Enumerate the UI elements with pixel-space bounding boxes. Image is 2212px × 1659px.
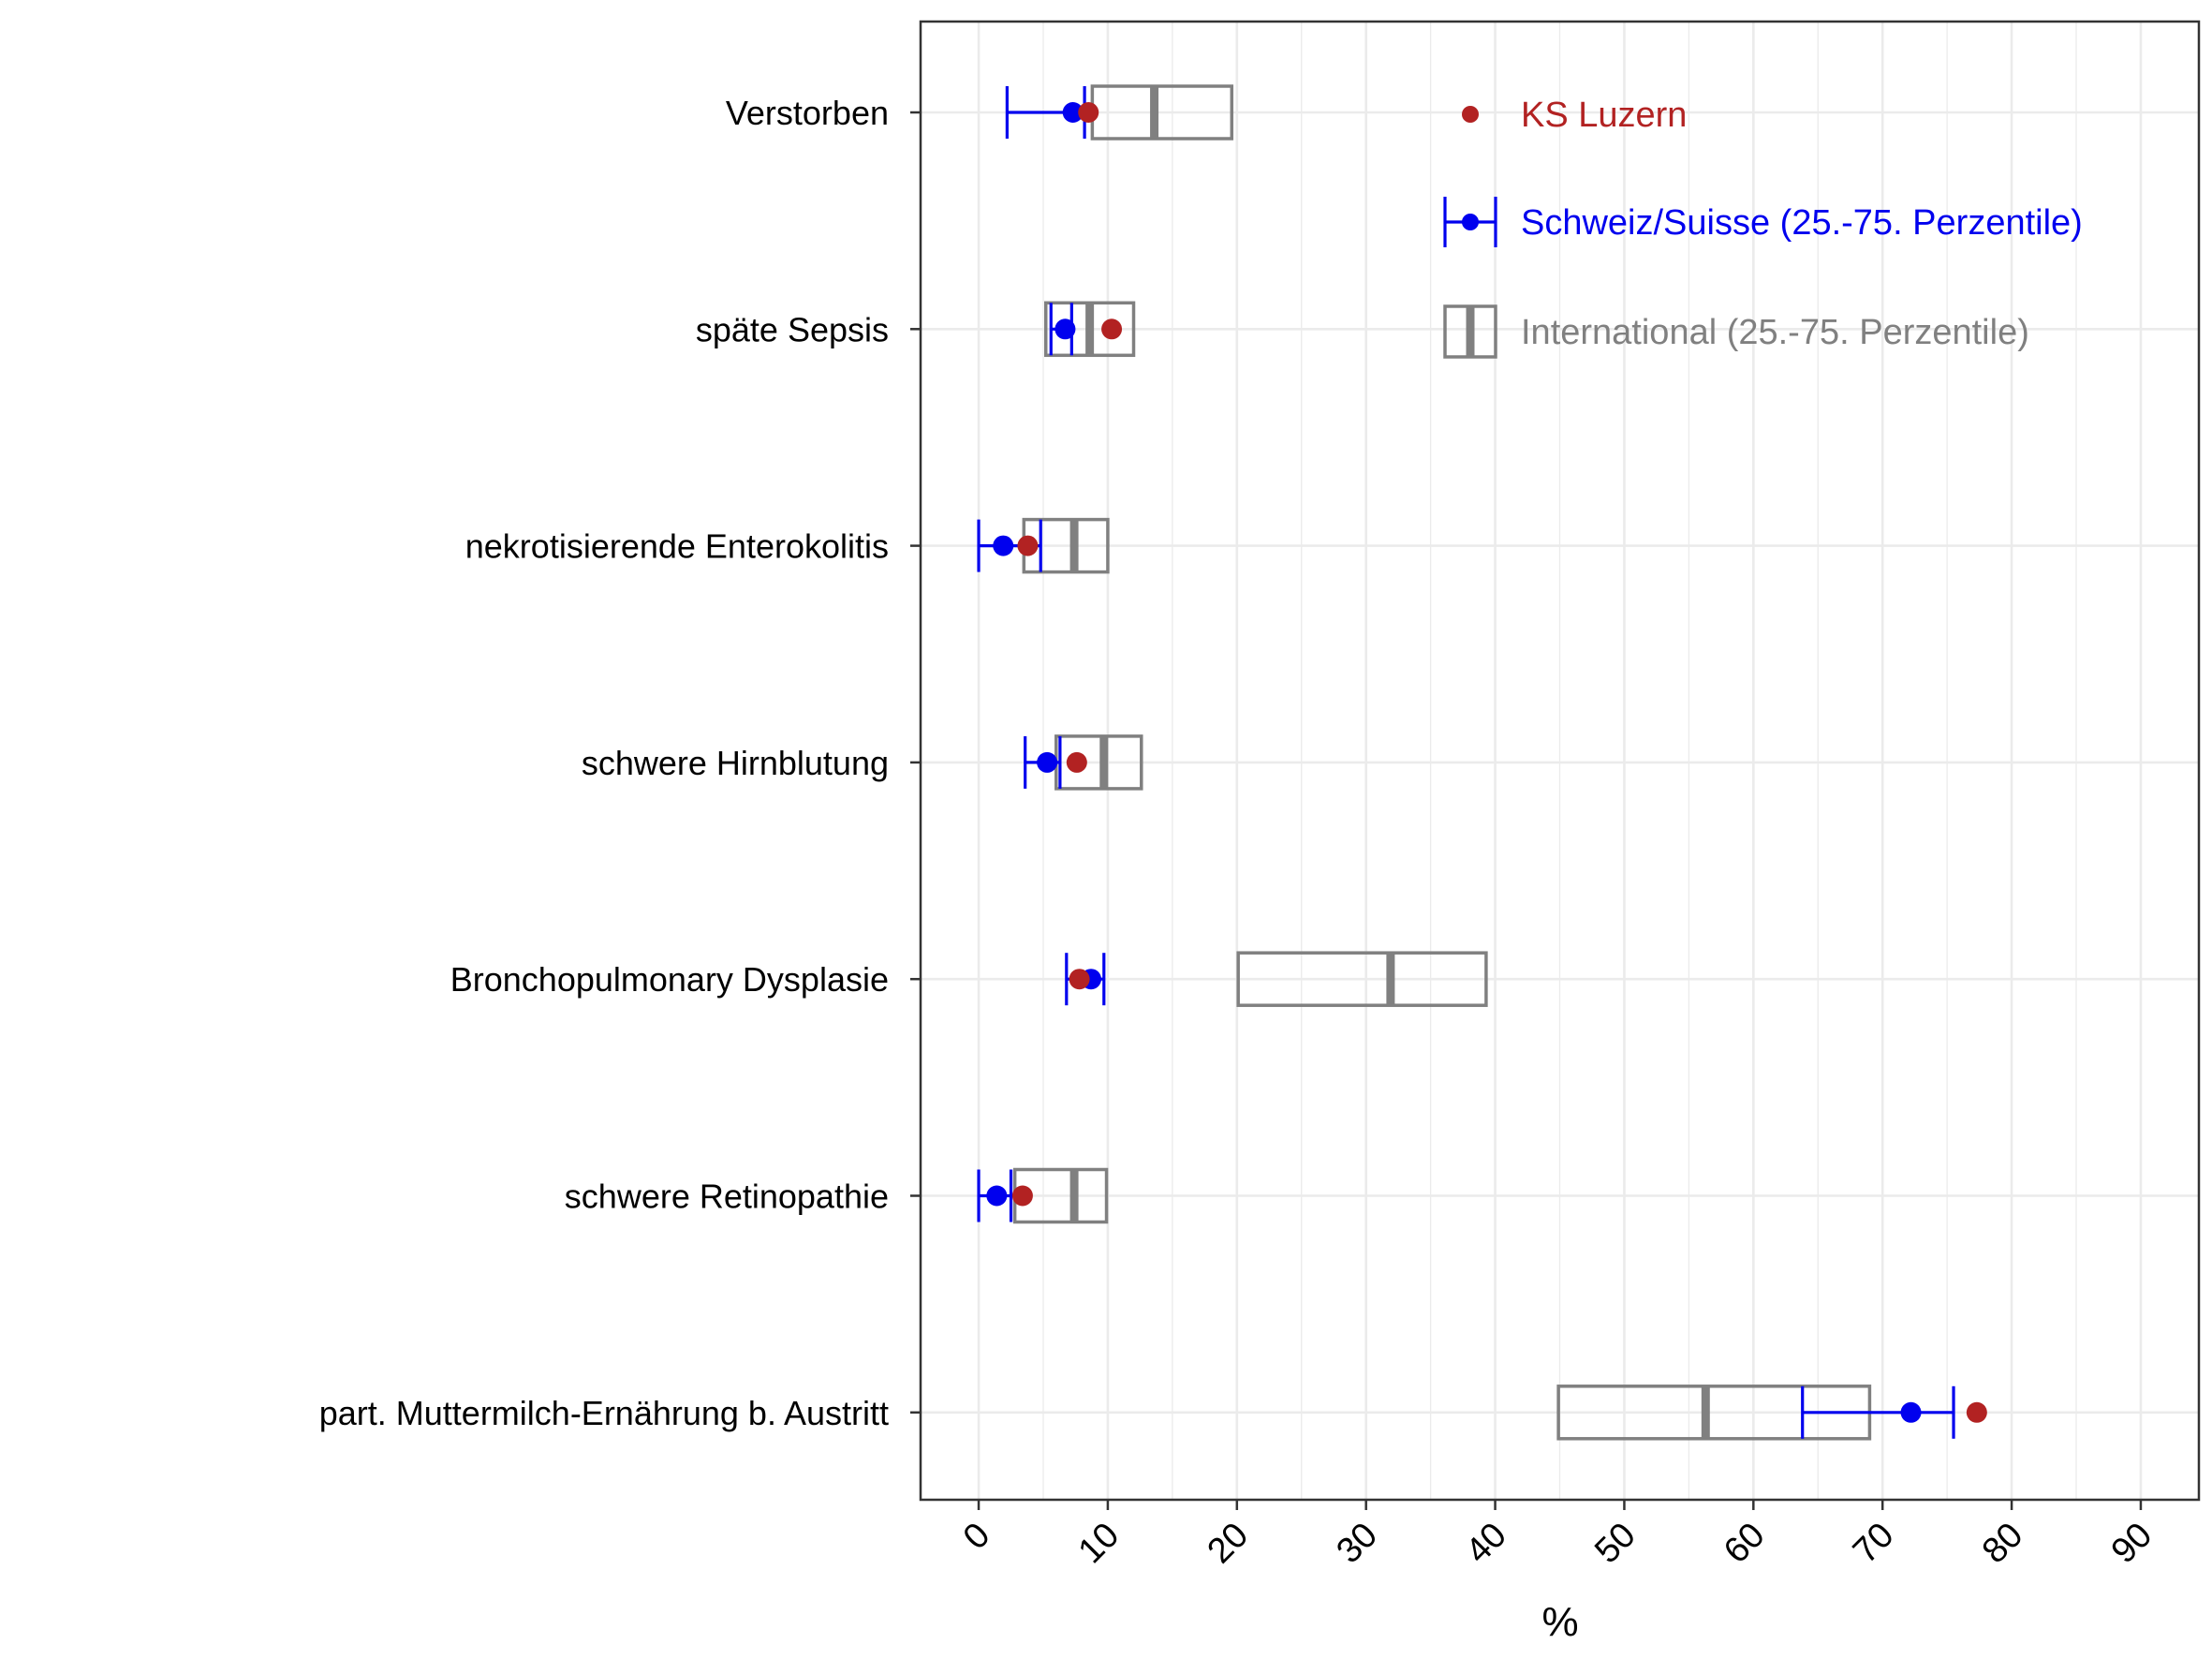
x-tick-label: 10 xyxy=(1071,1516,1128,1572)
x-axis-title: % xyxy=(1541,1599,1578,1645)
x-tick-label: 60 xyxy=(1717,1516,1773,1572)
x-axis: 0 10 20 30 40 50 60 70 80 90 xyxy=(956,1500,2160,1571)
category-label: part. Muttermilch-Ernährung b. Austritt xyxy=(319,1394,889,1432)
schweiz-median-point xyxy=(1037,751,1058,773)
category-label: schwere Hirnblutung xyxy=(582,744,889,782)
schweiz-median-point xyxy=(993,535,1014,556)
schweiz-median-point xyxy=(1900,1401,1922,1423)
ks-luzern-point xyxy=(1966,1401,1987,1423)
schweiz-median-point xyxy=(1054,318,1076,340)
ks-luzern-point xyxy=(1017,535,1039,556)
x-tick-label: 90 xyxy=(2104,1516,2160,1572)
ks-luzern-point xyxy=(1011,1185,1033,1207)
legend-label-int: International (25.-75. Perzentile) xyxy=(1521,313,2029,352)
legend-key-schweiz-point xyxy=(1462,214,1479,230)
category-label: nekrotisierende Enterokolitis xyxy=(465,527,889,566)
x-tick-label: 50 xyxy=(1587,1516,1644,1572)
category-label: schwere Retinopathie xyxy=(565,1178,889,1216)
legend-label-ch: Schweiz/Suisse (25.-75. Perzentile) xyxy=(1521,203,2083,243)
schweiz-median-point xyxy=(986,1185,1008,1207)
x-tick-label: 30 xyxy=(1329,1516,1385,1572)
panel-border xyxy=(919,20,2201,1502)
ks-luzern-points xyxy=(1011,102,1987,1423)
ks-luzern-point xyxy=(1066,751,1087,773)
category-label: Verstorben xyxy=(726,94,889,132)
international-box xyxy=(1236,951,1488,1007)
legend-key-ks-luzern xyxy=(1462,106,1479,123)
legend: KS Luzern Schweiz/Suisse (25.-75. Perzent… xyxy=(1443,96,2083,359)
category-label: späte Sepsis xyxy=(696,310,889,348)
category-label: Bronchopulmonary Dysplasie xyxy=(450,960,889,999)
x-tick-label: 80 xyxy=(1975,1516,2031,1572)
legend-label-ks: KS Luzern xyxy=(1521,96,1687,135)
x-tick-label: 70 xyxy=(1846,1516,1902,1572)
schweiz-median-point xyxy=(1062,102,1084,123)
ks-luzern-point xyxy=(1101,318,1123,340)
x-tick-label: 40 xyxy=(1458,1516,1514,1572)
ks-luzern-point xyxy=(1078,102,1099,123)
ks-luzern-point xyxy=(1069,969,1090,990)
y-axis: Verstorben späte Sepsis nekrotisierende En… xyxy=(319,94,921,1432)
x-tick-label: 0 xyxy=(956,1516,998,1558)
x-tick-label: 20 xyxy=(1201,1516,1257,1572)
